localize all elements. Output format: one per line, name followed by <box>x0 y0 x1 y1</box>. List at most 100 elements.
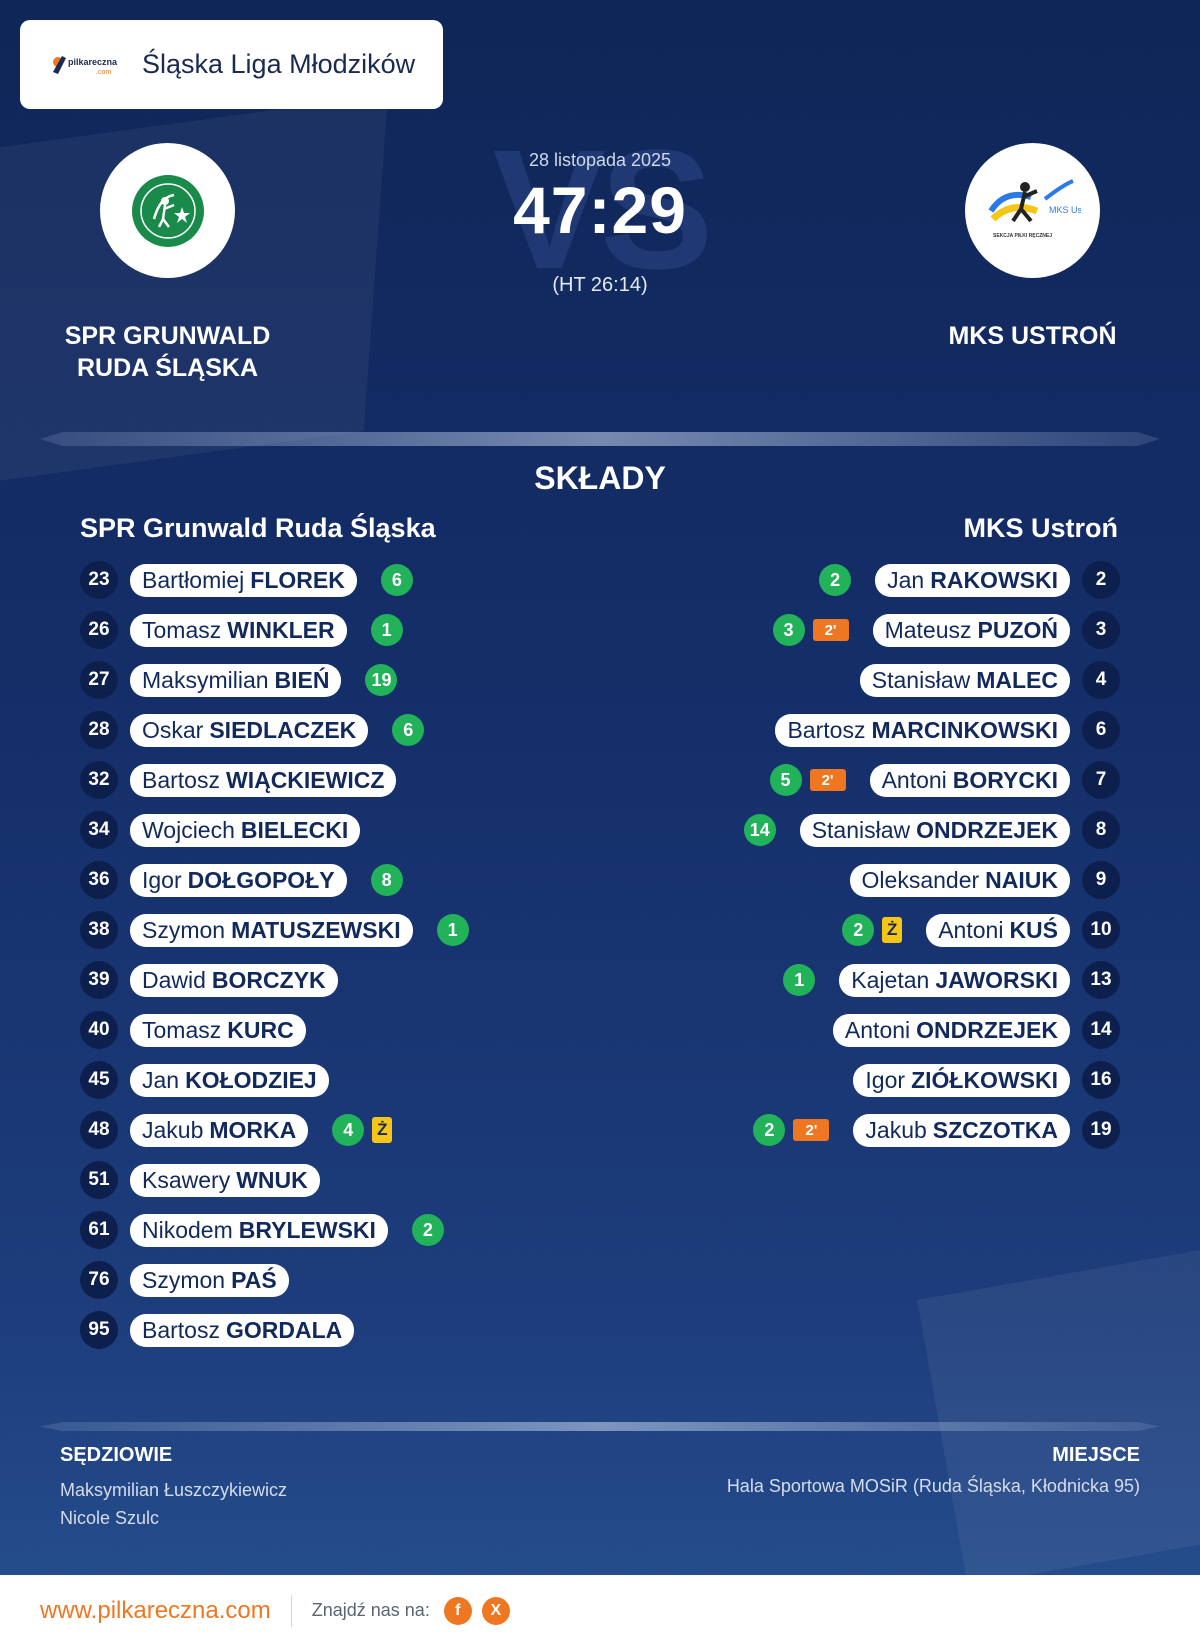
player-first-name: Bartłomiej <box>142 566 245 593</box>
player-row: 48 Jakub MORKA 4 Ż <box>80 1105 580 1155</box>
website-link[interactable]: www.pilkareczna.com <box>40 1596 271 1624</box>
goals-badge: 2 <box>753 1114 786 1146</box>
player-first-name: Tomasz <box>142 1016 222 1043</box>
player-stats: 3 2' <box>772 614 849 646</box>
footer-separator <box>290 1594 292 1627</box>
player-last-name: MORKA <box>209 1116 297 1143</box>
player-row: Antoni ONDRZEJEK 14 <box>600 1005 1120 1055</box>
yellow-card-icon: Ż <box>372 1117 393 1143</box>
player-first-name: Oskar <box>142 716 204 743</box>
player-last-name: PUZOŃ <box>977 616 1059 643</box>
league-header: pilkareczna .com Śląska Liga Młodzików <box>20 20 443 109</box>
player-row: 61 Nikodem BRYLEWSKI 2 <box>80 1205 580 1255</box>
goals-badge: 14 <box>743 814 776 846</box>
player-row: 2 Jan RAKOWSKI 2 <box>600 555 1120 605</box>
player-first-name: Szymon <box>142 1266 226 1293</box>
player-name: Szymon MATUSZEWSKI <box>130 913 413 947</box>
player-row: 39 Dawid BORCZYK <box>80 955 580 1005</box>
player-number: 16 <box>1082 1061 1120 1099</box>
player-last-name: MATUSZEWSKI <box>231 916 401 943</box>
player-row: 26 Tomasz WINKLER 1 <box>80 605 580 655</box>
player-stats: 2 2' <box>753 1114 830 1146</box>
player-number: 23 <box>80 561 118 599</box>
player-row: 28 Oskar SIEDLACZEK 6 <box>80 705 580 755</box>
player-name: Stanisław ONDRZEJEK <box>799 813 1070 847</box>
player-first-name: Bartosz <box>142 766 220 793</box>
player-name: Igor ZIÓŁKOWSKI <box>853 1063 1070 1097</box>
player-last-name: DOŁGOPOŁY <box>187 866 335 893</box>
divider <box>40 1422 1160 1431</box>
player-number: 45 <box>80 1061 118 1099</box>
suspension-badge: 2' <box>812 619 849 641</box>
player-first-name: Ksawery <box>142 1166 231 1193</box>
player-number: 13 <box>1082 961 1120 999</box>
player-stats: 14 <box>743 814 776 846</box>
goals-badge: 2 <box>411 1214 444 1246</box>
player-last-name: FLOREK <box>250 566 345 593</box>
player-name: Bartosz GORDALA <box>130 1313 355 1347</box>
player-name: Jakub MORKA <box>130 1113 309 1147</box>
suspension-badge: 2' <box>793 1119 830 1141</box>
player-last-name: KUŚ <box>1009 916 1058 943</box>
home-roster: 23 Bartłomiej FLOREK 6 26 Tomasz WINKLER 1 27 Mak… <box>80 555 580 1355</box>
player-first-name: Oleksander <box>861 866 980 893</box>
player-last-name: GORDALA <box>225 1316 343 1343</box>
player-first-name: Bartosz <box>787 716 866 743</box>
player-last-name: ZIÓŁKOWSKI <box>911 1066 1058 1093</box>
player-row: Oleksander NAIUK 9 <box>600 855 1120 905</box>
lineups-title: SKŁADY <box>534 460 666 496</box>
venue-value: Hala Sportowa MOSiR (Ruda Śląska, Kłodni… <box>726 1476 1140 1496</box>
player-row: 2 2' Jakub SZCZOTKA 19 <box>600 1105 1120 1155</box>
player-name: Jan KOŁODZIEJ <box>130 1063 329 1097</box>
player-last-name: JAWORSKI <box>935 966 1058 993</box>
player-row: 34 Wojciech BIELECKI <box>80 805 580 855</box>
player-first-name: Tomasz <box>142 616 222 643</box>
goals-badge: 8 <box>370 864 403 896</box>
league-name: Śląska Liga Młodzików <box>142 49 416 79</box>
player-row: 14 Stanisław ONDRZEJEK 8 <box>600 805 1120 855</box>
away-team-logo: MKS Ustroń SEKCJA PIŁKI RĘCZNEJ <box>965 143 1100 278</box>
player-row: 5 2' Antoni BORYCKI 7 <box>600 755 1120 805</box>
player-first-name: Wojciech <box>142 816 235 843</box>
player-row: 95 Bartosz GORDALA <box>80 1305 580 1355</box>
player-last-name: RAKOWSKI <box>930 566 1058 593</box>
away-team-name: MKS USTROŃ <box>948 322 1117 350</box>
player-name: Antoni KUŚ <box>926 913 1070 947</box>
player-name: Dawid BORCZYK <box>130 963 338 997</box>
player-last-name: KOŁODZIEJ <box>185 1066 317 1093</box>
x-icon[interactable]: X <box>481 1596 510 1625</box>
player-number: 39 <box>80 961 118 999</box>
goals-badge: 6 <box>380 564 413 596</box>
player-stats: 1 <box>783 964 816 996</box>
referees-title: SĘDZIOWIE <box>60 1444 173 1466</box>
goals-badge: 5 <box>769 764 802 796</box>
player-row: 36 Igor DOŁGOPOŁY 8 <box>80 855 580 905</box>
player-row: 3 2' Mateusz PUZOŃ 3 <box>600 605 1120 655</box>
facebook-icon[interactable]: f <box>443 1596 472 1625</box>
goals-badge: 1 <box>783 964 816 996</box>
match-date: 28 listopada 2025 <box>528 150 672 170</box>
away-lineup-title: MKS Ustroń <box>963 513 1119 543</box>
player-last-name: BIELECKI <box>240 816 349 843</box>
player-name: Maksymilian BIEŃ <box>130 663 342 697</box>
player-name: Tomasz KURC <box>130 1013 306 1047</box>
player-name: Tomasz WINKLER <box>130 613 347 647</box>
home-team-logo <box>100 143 235 278</box>
player-number: 3 <box>1082 611 1120 649</box>
player-stats: 1 <box>436 914 469 946</box>
goals-badge: 6 <box>392 714 425 746</box>
player-first-name: Szymon <box>142 916 226 943</box>
player-last-name: NAIUK <box>985 866 1058 893</box>
player-row: 1 Kajetan JAWORSKI 13 <box>600 955 1120 1005</box>
player-first-name: Igor <box>865 1066 906 1093</box>
player-last-name: PAŚ <box>231 1266 277 1293</box>
player-row: 45 Jan KOŁODZIEJ <box>80 1055 580 1105</box>
find-us-label: Znajdź nas na: <box>311 1600 430 1620</box>
home-team-name-line1: SPR GRUNWALD <box>64 322 271 350</box>
away-roster: 2 Jan RAKOWSKI 2 3 2' Mateusz PUZOŃ 3 Stanisław MA… <box>600 555 1120 1155</box>
player-first-name: Jan <box>887 566 925 593</box>
svg-text:pilkareczna: pilkareczna <box>68 57 118 67</box>
player-last-name: SIEDLACZEK <box>209 716 357 743</box>
player-number: 32 <box>80 761 118 799</box>
player-last-name: MALEC <box>976 666 1058 693</box>
